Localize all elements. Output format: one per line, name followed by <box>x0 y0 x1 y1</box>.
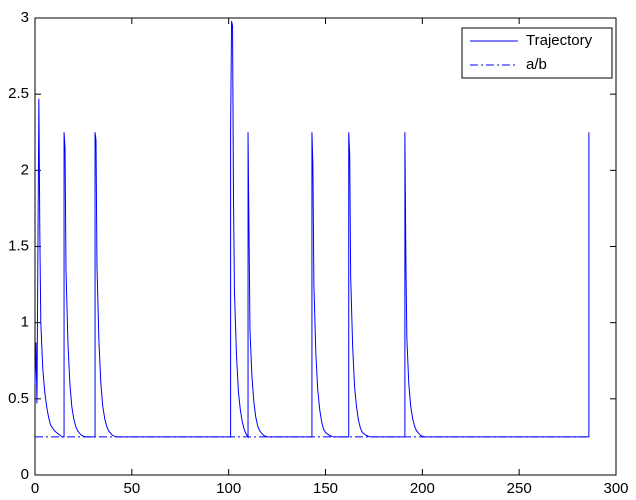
legend-label: a/b <box>526 56 547 73</box>
y-tick-label: 3 <box>21 9 29 26</box>
x-tick-label: 200 <box>410 480 435 497</box>
x-tick-label: 50 <box>123 480 140 497</box>
y-tick-label: 0.5 <box>8 390 29 407</box>
y-tick-label: 1 <box>21 314 29 331</box>
x-tick-label: 100 <box>216 480 241 497</box>
legend-box <box>461 27 613 79</box>
x-tick-label: 250 <box>507 480 532 497</box>
x-tick-label: 0 <box>31 480 39 497</box>
x-tick-label: 300 <box>603 480 628 497</box>
y-tick-label: 2.5 <box>8 85 29 102</box>
legend-label: Trajectory <box>526 32 593 49</box>
y-tick-label: 2 <box>21 161 29 178</box>
plot-area <box>34 17 617 476</box>
series-line <box>34 20 590 439</box>
y-tick-label: 1.5 <box>8 237 29 254</box>
x-tick-label: 150 <box>313 480 338 497</box>
y-tick-label: 0 <box>21 466 29 483</box>
